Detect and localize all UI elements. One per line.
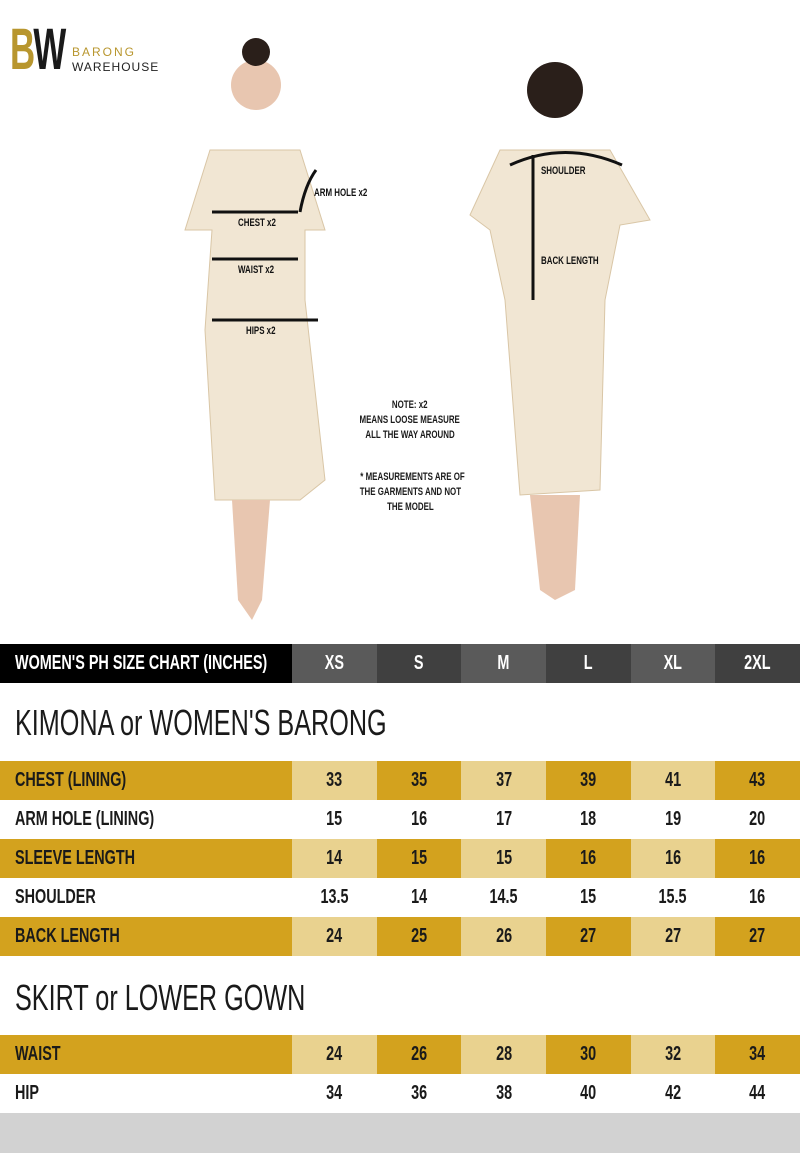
- cell-value: 34: [715, 1035, 800, 1074]
- back-length-label: BACK LENGTH: [541, 255, 599, 267]
- cell-value: 40: [580, 1082, 597, 1104]
- cell-value: 35: [376, 761, 462, 800]
- cell-value: 14: [410, 886, 427, 908]
- size-s: S: [376, 644, 462, 683]
- table-row: SHOULDER 13.5 14 14.5 15 15.5 16: [0, 878, 800, 917]
- cell-value: 14: [292, 839, 377, 878]
- chest-label: CHEST x2: [238, 217, 276, 229]
- cell-value: 25: [376, 917, 462, 956]
- cell-value: 24: [292, 1035, 377, 1074]
- cell-value: 28: [461, 1035, 546, 1074]
- cell-value: 42: [664, 1082, 681, 1104]
- note-measurements: * MEASUREMENTS ARE OF THE GARMENTS AND N…: [359, 471, 465, 513]
- row-label: HIP: [15, 1082, 40, 1104]
- model-photos: CHEST x2 WAIST x2 HIPS x2 ARM HOLE x2 SH…: [184, 38, 651, 620]
- cell-value: 16: [715, 839, 800, 878]
- section-title-skirt: SKIRT or LOWER GOWN: [15, 977, 306, 1018]
- size-2xl: 2XL: [715, 644, 800, 683]
- cell-value: 17: [495, 808, 512, 830]
- size-xl: XL: [630, 644, 716, 683]
- cell-value: 18: [580, 808, 597, 830]
- logo-line1: BARONG: [72, 45, 137, 59]
- logo-line2: WAREHOUSE: [72, 60, 160, 74]
- cell-value: 26: [376, 1035, 462, 1074]
- size-xs: XS: [292, 644, 377, 683]
- logo-mark: BW: [10, 17, 66, 82]
- cell-value: 27: [545, 917, 631, 956]
- cell-value: 26: [461, 917, 546, 956]
- row-label: CHEST (LINING): [0, 761, 292, 800]
- table-row: ARM HOLE (LINING) 15 16 17 18 19 20: [0, 800, 800, 839]
- cell-value: 39: [545, 761, 631, 800]
- cell-value: 15: [326, 808, 343, 830]
- row-label: SHOULDER: [15, 886, 96, 908]
- cell-value: 15.5: [658, 886, 687, 908]
- note-x2: NOTE: x2 MEANS LOOSE MEASURE ALL THE WAY…: [359, 399, 461, 441]
- cell-value: 13.5: [320, 886, 349, 908]
- table-row: SLEEVE LENGTH 14 15 15 16 16 16: [0, 839, 800, 878]
- cell-value: 27: [630, 917, 716, 956]
- section-title-kimona: KIMONA or WOMEN'S BARONG: [15, 702, 387, 743]
- cell-value: 33: [292, 761, 377, 800]
- table-row: WAIST 24 26 28 30 32 34: [0, 1035, 800, 1074]
- row-label: BACK LENGTH: [0, 917, 292, 956]
- cell-value: 16: [749, 886, 766, 908]
- size-l: L: [545, 644, 631, 683]
- cell-value: 30: [545, 1035, 631, 1074]
- cell-value: 44: [749, 1082, 766, 1104]
- cell-value: 16: [545, 839, 631, 878]
- size-m: M: [461, 644, 546, 683]
- model-illustration: [184, 38, 651, 620]
- cell-value: 27: [715, 917, 800, 956]
- row-label: WAIST: [0, 1035, 292, 1074]
- table-row: CHEST (LINING) 33 35 37 39 41 43: [0, 761, 800, 800]
- chart-title: WOMEN'S PH SIZE CHART (INCHES): [0, 644, 292, 683]
- brand-logo: BW BARONG WAREHOUSE: [10, 17, 160, 82]
- cell-value: 15: [376, 839, 462, 878]
- waist-label: WAIST x2: [238, 264, 275, 276]
- hips-label: HIPS x2: [246, 325, 276, 337]
- cell-value: 37: [461, 761, 546, 800]
- cell-value: 14.5: [489, 886, 518, 908]
- arm-hole-label: ARM HOLE x2: [314, 187, 368, 199]
- row-label: SLEEVE LENGTH: [0, 839, 292, 878]
- row-label: ARM HOLE (LINING): [15, 808, 155, 830]
- cell-value: 41: [630, 761, 716, 800]
- footer-bar: [0, 1113, 800, 1153]
- size-header-row: WOMEN'S PH SIZE CHART (INCHES) XS S M L …: [0, 644, 800, 683]
- table-row: BACK LENGTH 24 25 26 27 27 27: [0, 917, 800, 956]
- cell-value: 38: [495, 1082, 512, 1104]
- cell-value: 16: [630, 839, 716, 878]
- shoulder-label: SHOULDER: [541, 165, 586, 177]
- cell-value: 15: [580, 886, 597, 908]
- cell-value: 34: [326, 1082, 343, 1104]
- cell-value: 15: [461, 839, 546, 878]
- cell-value: 16: [410, 808, 427, 830]
- cell-value: 24: [292, 917, 377, 956]
- table-row: HIP 34 36 38 40 42 44: [0, 1074, 800, 1113]
- cell-value: 32: [630, 1035, 716, 1074]
- cell-value: 43: [715, 761, 800, 800]
- cell-value: 19: [664, 808, 681, 830]
- cell-value: 20: [749, 808, 766, 830]
- cell-value: 36: [410, 1082, 427, 1104]
